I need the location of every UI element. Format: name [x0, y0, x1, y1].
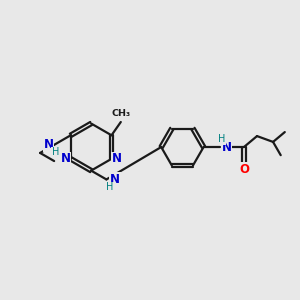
Text: N: N	[221, 141, 232, 154]
Text: H: H	[106, 182, 114, 192]
Text: N: N	[60, 152, 70, 165]
Text: N: N	[44, 138, 53, 151]
Text: H: H	[218, 134, 225, 144]
Text: N: N	[110, 173, 120, 186]
Text: H: H	[52, 147, 59, 157]
Text: O: O	[239, 163, 249, 176]
Text: CH₃: CH₃	[112, 109, 131, 118]
Text: N: N	[112, 152, 122, 165]
